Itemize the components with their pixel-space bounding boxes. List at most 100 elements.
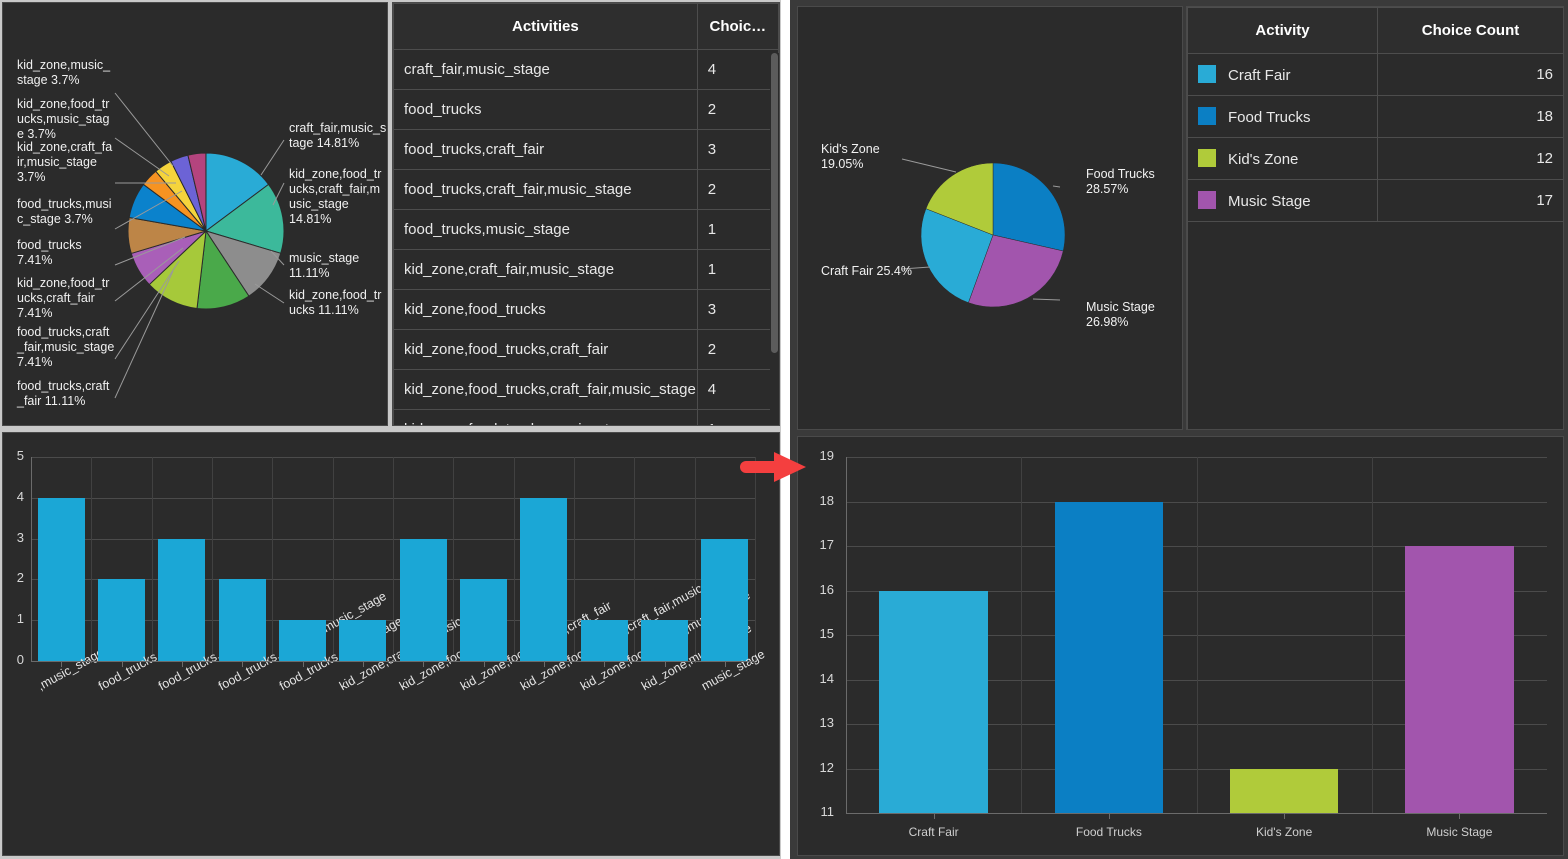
left-pie-panel: craft_fair,music_s tage 14.81% kid_zone,fo… <box>2 2 388 426</box>
cell-activities: kid_zone,food_trucks,craft_fair <box>393 329 698 370</box>
pie-slice-label: Kid's Zone 19.05% <box>821 142 880 171</box>
pie-leader-line <box>270 250 285 266</box>
bar[interactable] <box>399 538 447 661</box>
left-table-scroll-thumb[interactable] <box>771 53 778 353</box>
table-row[interactable]: kid_zone,food_trucks,craft_fair,music_st… <box>393 369 779 410</box>
cell-choice-count: 2 <box>696 89 779 130</box>
table-row[interactable]: food_trucks,music_stage 1 <box>393 209 779 250</box>
pie-slice[interactable] <box>204 183 285 254</box>
y-axis-tick: 5 <box>16 448 24 463</box>
pie-slice-label: food_trucks,craft _fair 11.11% <box>16 379 110 408</box>
x-axis-tick-mark <box>181 661 183 667</box>
col-activity[interactable]: Activity <box>1187 7 1378 54</box>
x-axis-tick-mark <box>362 661 364 667</box>
gridline-vertical <box>755 457 756 661</box>
left-bar-panel: 0 1 2 3 4 5 ,music_stage food_trucks food_trucks… <box>2 432 780 856</box>
x-axis-tick-mark <box>61 661 63 667</box>
right-pie-chart[interactable]: Food Trucks 28.57% Music Stage 26.98% Craft … <box>798 7 1183 430</box>
x-axis-tick-mark <box>121 661 123 667</box>
gridline-vertical <box>272 457 274 661</box>
activities-table[interactable]: Activities Choic… craft_fair,music_stage… <box>393 3 779 425</box>
x-axis-label: Music Stage <box>1426 825 1493 839</box>
left-pie-chart[interactable]: craft_fair,music_s tage 14.81% kid_zone,fo… <box>3 3 388 426</box>
pie-slice-label: Craft Fair 25.4% <box>821 264 912 278</box>
panel-divider <box>781 0 790 859</box>
pie-slice[interactable] <box>925 162 994 236</box>
table-row[interactable]: Craft Fair 16 <box>1187 53 1563 96</box>
table-row[interactable]: food_trucks 2 <box>393 89 779 130</box>
gridline-vertical <box>151 457 153 661</box>
cell-choice-count: 4 <box>696 49 779 90</box>
right-table-panel: Activity Choice Count Craft Fair 16 Food T… <box>1186 6 1564 430</box>
pie-leader-line <box>901 266 931 270</box>
y-axis-tick: 17 <box>819 537 834 552</box>
y-axis-line <box>31 457 32 661</box>
x-axis-label: Craft Fair <box>908 825 959 839</box>
left-bar-chart[interactable]: 0 1 2 3 4 5 ,music_stage food_trucks food_trucks… <box>3 433 779 855</box>
legend-swatch-icon <box>1198 149 1216 167</box>
y-axis-tick: 2 <box>16 570 24 586</box>
x-axis-tick-mark <box>483 661 485 667</box>
pie-leader-line <box>1032 298 1061 301</box>
cell-activity: Kid's Zone <box>1187 137 1378 180</box>
table-row[interactable]: Food Trucks 18 <box>1187 95 1563 138</box>
cell-choice-count: 2 <box>696 329 779 370</box>
activity-summary-table[interactable]: Activity Choice Count Craft Fair 16 Food T… <box>1187 7 1563 429</box>
activity-label: Music Stage <box>1228 193 1311 210</box>
pie-slice[interactable] <box>187 152 207 232</box>
bar[interactable] <box>218 579 266 661</box>
table-row[interactable]: kid_zone,food_trucks,craft_fair 2 <box>393 329 779 370</box>
pie-slice[interactable] <box>968 234 1064 308</box>
bar[interactable] <box>1405 546 1514 813</box>
pie-leader-line <box>272 182 285 206</box>
gridline-vertical <box>91 457 93 661</box>
bar[interactable] <box>97 579 146 661</box>
col-activities[interactable]: Activities <box>393 3 698 50</box>
right-bar-chart[interactable]: 11 12 13 14 15 16 17 18 19 Craft Fair Food Trucks K… <box>798 437 1563 855</box>
bar[interactable] <box>580 620 628 661</box>
x-axis-label: Food Trucks <box>1075 825 1142 839</box>
y-axis-tick: 19 <box>819 448 834 463</box>
bar[interactable] <box>278 620 327 661</box>
y-axis-line <box>846 457 847 813</box>
table-row[interactable]: Kid's Zone 12 <box>1187 137 1563 180</box>
y-axis-tick: 13 <box>819 715 834 730</box>
y-axis-tick: 3 <box>16 529 24 545</box>
x-axis-tick-mark <box>664 661 666 667</box>
bar[interactable] <box>158 538 206 661</box>
cell-activity: Craft Fair <box>1187 53 1378 96</box>
bar[interactable] <box>701 538 749 661</box>
col-choice-count[interactable]: Choice Count <box>1377 7 1563 54</box>
cell-activities: food_trucks,craft_fair,music_stage <box>393 169 698 210</box>
table-row[interactable]: food_trucks,craft_fair,music_stage 2 <box>393 169 779 210</box>
bar[interactable] <box>520 497 568 661</box>
bar[interactable] <box>640 620 689 661</box>
left-table-scrollbar[interactable] <box>770 53 779 425</box>
pie-slice[interactable] <box>992 162 1066 252</box>
table-row[interactable]: kid_zone,food_trucks 3 <box>393 289 779 330</box>
bar[interactable] <box>37 497 85 661</box>
col-choice-count[interactable]: Choic… <box>696 3 779 50</box>
pie-leader-line <box>114 190 183 230</box>
bar[interactable] <box>339 620 387 661</box>
left-table-panel: Activities Choic… craft_fair,music_stage… <box>392 2 780 426</box>
bar[interactable] <box>879 590 988 813</box>
table-row[interactable]: kid_zone,craft_fair,music_stage 1 <box>393 249 779 290</box>
x-axis-tick-mark <box>543 661 545 667</box>
bar[interactable] <box>1054 501 1164 813</box>
cell-choice-count: 2 <box>696 169 779 210</box>
table-row[interactable]: food_trucks,craft_fair 3 <box>393 129 779 170</box>
pie-slice[interactable] <box>205 152 270 232</box>
bar[interactable] <box>1229 768 1339 813</box>
table-row[interactable]: craft_fair,music_stage 4 <box>393 49 779 90</box>
x-axis-line <box>846 813 1547 814</box>
bar[interactable] <box>459 579 508 661</box>
activity-summary-table-body: Craft Fair 16 Food Trucks 18 Kid's Zone 12 Mus… <box>1187 53 1563 429</box>
pie-slice[interactable] <box>920 208 994 303</box>
pie-leader-line <box>901 158 957 173</box>
table-header-row: Activity Choice Count <box>1187 7 1563 54</box>
cell-activities: kid_zone,food_trucks <box>393 289 698 330</box>
table-row[interactable]: Music Stage 17 <box>1187 179 1563 222</box>
